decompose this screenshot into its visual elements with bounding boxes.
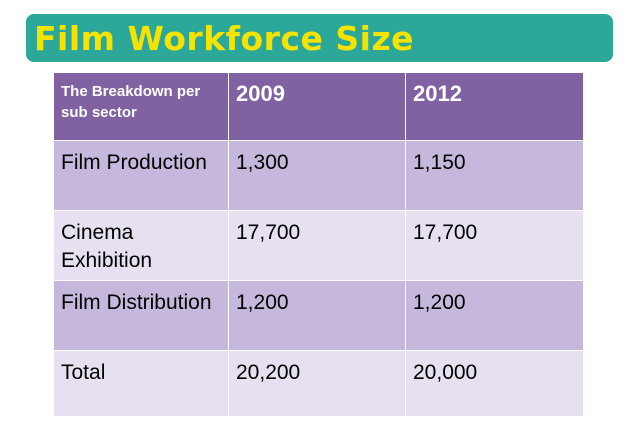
table-header-row: The Breakdown per sub sector 2009 2012 (53, 72, 584, 141)
cell-value: 1,300 (228, 140, 406, 211)
table-row: Total 20,200 20,000 (53, 350, 584, 417)
cell-value: 1,150 (405, 140, 584, 211)
cell-value: 20,200 (228, 350, 406, 417)
row-label: Film Production (53, 140, 229, 211)
cell-value: 20,000 (405, 350, 584, 417)
row-label: Total (53, 350, 229, 417)
row-label: Film Distribution (53, 280, 229, 351)
row-label: Cinema Exhibition (53, 210, 229, 281)
title-bar: Film Workforce Size (26, 14, 613, 62)
cell-value: 17,700 (228, 210, 406, 281)
cell-value: 17,700 (405, 210, 584, 281)
table-row: Film Distribution 1,200 1,200 (53, 280, 584, 351)
table-row: Cinema Exhibition 17,700 17,700 (53, 210, 584, 281)
workforce-table: The Breakdown per sub sector 2009 2012 F… (53, 72, 584, 417)
slide-title: Film Workforce Size (34, 18, 415, 58)
year-header-2012: 2012 (405, 72, 584, 141)
cell-value: 1,200 (228, 280, 406, 351)
cell-value: 1,200 (405, 280, 584, 351)
corner-header: The Breakdown per sub sector (53, 72, 229, 141)
year-header-2009: 2009 (228, 72, 406, 141)
table-row: Film Production 1,300 1,150 (53, 140, 584, 211)
